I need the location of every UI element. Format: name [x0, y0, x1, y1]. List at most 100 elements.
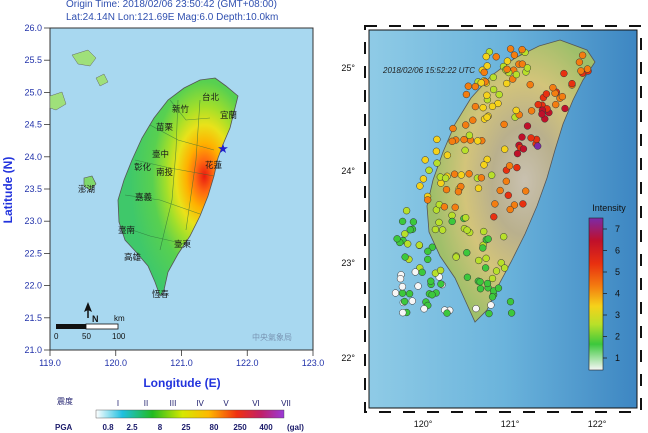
- station-marker: [483, 91, 491, 99]
- pga-legend-label: PGA: [55, 423, 73, 432]
- station-marker: [442, 185, 451, 194]
- station-marker: [462, 90, 471, 99]
- intensity-level-label: I: [117, 399, 119, 408]
- lat-tick-label: 24.0: [24, 152, 42, 162]
- lon-tick-label: 123.0: [302, 358, 325, 368]
- hypocenter-info-text: Lat:24.14N Lon:121.69E Mag:6.0 Depth:10.…: [66, 12, 279, 23]
- intensity-levels: I II III IV V VI VII: [117, 399, 291, 408]
- intensity-level-label: VI: [252, 399, 260, 408]
- station-marker: [408, 297, 416, 305]
- station-marker: [495, 90, 503, 99]
- pga-value-label: 400: [259, 423, 273, 432]
- station-marker: [519, 145, 528, 153]
- station-marker: [583, 65, 592, 73]
- station-marker: [490, 213, 498, 221]
- intensity-level-label: V: [223, 399, 229, 408]
- colorbar-ticks: 7 6 5 4 3 2 1: [603, 224, 620, 363]
- station-marker: [483, 279, 492, 288]
- colorbar-tick-label: 5: [615, 267, 620, 277]
- city-label: 恆春: [152, 289, 170, 299]
- station-marker: [424, 196, 432, 204]
- station-marker: [463, 226, 471, 234]
- station-marker: [506, 205, 514, 214]
- station-marker: [488, 274, 497, 283]
- station-marker: [558, 92, 567, 101]
- station-marker: [500, 264, 509, 272]
- x-axis-label: Longitude (E): [143, 376, 220, 390]
- station-marker: [409, 218, 418, 226]
- station-marker: [391, 289, 400, 297]
- lon-tick-label: 122°: [588, 419, 607, 429]
- station-marker: [461, 146, 469, 154]
- station-marker: [462, 121, 470, 129]
- station-marker: [506, 45, 515, 53]
- station-marker: [489, 85, 498, 94]
- station-marker: [471, 102, 480, 111]
- station-marker: [462, 214, 470, 222]
- lat-tick-label: 26.0: [24, 23, 42, 33]
- lat-tick-label: 22.5: [24, 248, 42, 258]
- station-marker: [400, 297, 409, 306]
- station-marker: [411, 268, 419, 276]
- station-marker: [492, 267, 501, 275]
- penghu-island: [83, 175, 97, 191]
- station-marker: [404, 240, 412, 248]
- station-marker: [465, 170, 473, 178]
- station-marker: [526, 81, 534, 89]
- latitude-ticks: 25° 24° 23° 22°: [341, 63, 355, 363]
- pga-value-label: 2.5: [126, 423, 138, 432]
- station-marker: [398, 283, 407, 291]
- city-label: 臺東: [174, 239, 192, 249]
- scale-bar-black: [56, 324, 86, 329]
- lat-tick-label: 25.5: [24, 55, 42, 65]
- station-marker: [398, 217, 407, 226]
- station-marker: [435, 218, 443, 227]
- lon-tick-label: 120.0: [104, 358, 127, 368]
- station-marker: [416, 182, 424, 190]
- station-marker: [433, 135, 441, 144]
- station-marker: [436, 266, 445, 275]
- station-marker: [438, 226, 447, 234]
- city-label: 高雄: [124, 252, 142, 262]
- station-marker: [454, 188, 463, 196]
- scale-tick: 100: [112, 332, 126, 341]
- station-marker: [518, 133, 526, 141]
- station-marker: [497, 259, 505, 267]
- station-marker: [534, 142, 542, 150]
- lat-tick-label: 22°: [341, 353, 355, 363]
- colorbar: [588, 217, 604, 371]
- city-label: 澎湖: [78, 184, 95, 194]
- station-marker: [399, 309, 407, 317]
- station-marker: [431, 225, 440, 234]
- intensity-level-label: IV: [196, 399, 204, 408]
- station-marker: [578, 51, 587, 59]
- timestamp: 2018/02/06 15:52:22 UTC: [382, 66, 475, 75]
- lat-tick-label: 23°: [341, 258, 355, 268]
- station-marker: [421, 156, 429, 164]
- pga-value-label: 8: [158, 423, 163, 432]
- station-marker: [502, 177, 510, 185]
- station-marker: [505, 162, 514, 170]
- lon-tick-label: 122.0: [236, 358, 259, 368]
- pga-value-label: 80: [210, 423, 219, 432]
- station-marker: [406, 226, 414, 234]
- longitude-ticks: 120° 121° 122°: [414, 419, 607, 429]
- station-marker: [483, 113, 491, 121]
- lat-tick-label: 23.5: [24, 184, 42, 194]
- station-marker: [415, 241, 423, 249]
- north-arrow-icon: [84, 302, 92, 318]
- station-marker: [483, 62, 491, 70]
- station-marker: [491, 200, 499, 208]
- cwb-watermark: 中央氣象局: [252, 332, 292, 342]
- lon-tick-label: 119.0: [39, 358, 61, 368]
- station-marker: [561, 104, 569, 113]
- intensity-level-label: III: [170, 399, 177, 408]
- station-marker: [448, 217, 456, 226]
- north-label: N: [92, 314, 99, 324]
- colorbar-tick-label: 4: [615, 289, 620, 299]
- station-marker: [474, 137, 482, 145]
- station-marker: [549, 84, 557, 92]
- station-marker: [450, 170, 459, 178]
- city-labels: 台北 宜蘭 新竹 苗栗 臺中 花蓮 南投 彰化 澎湖 嘉義 臺南 臺東 高雄 恆…: [78, 92, 237, 299]
- station-marker: [414, 282, 422, 290]
